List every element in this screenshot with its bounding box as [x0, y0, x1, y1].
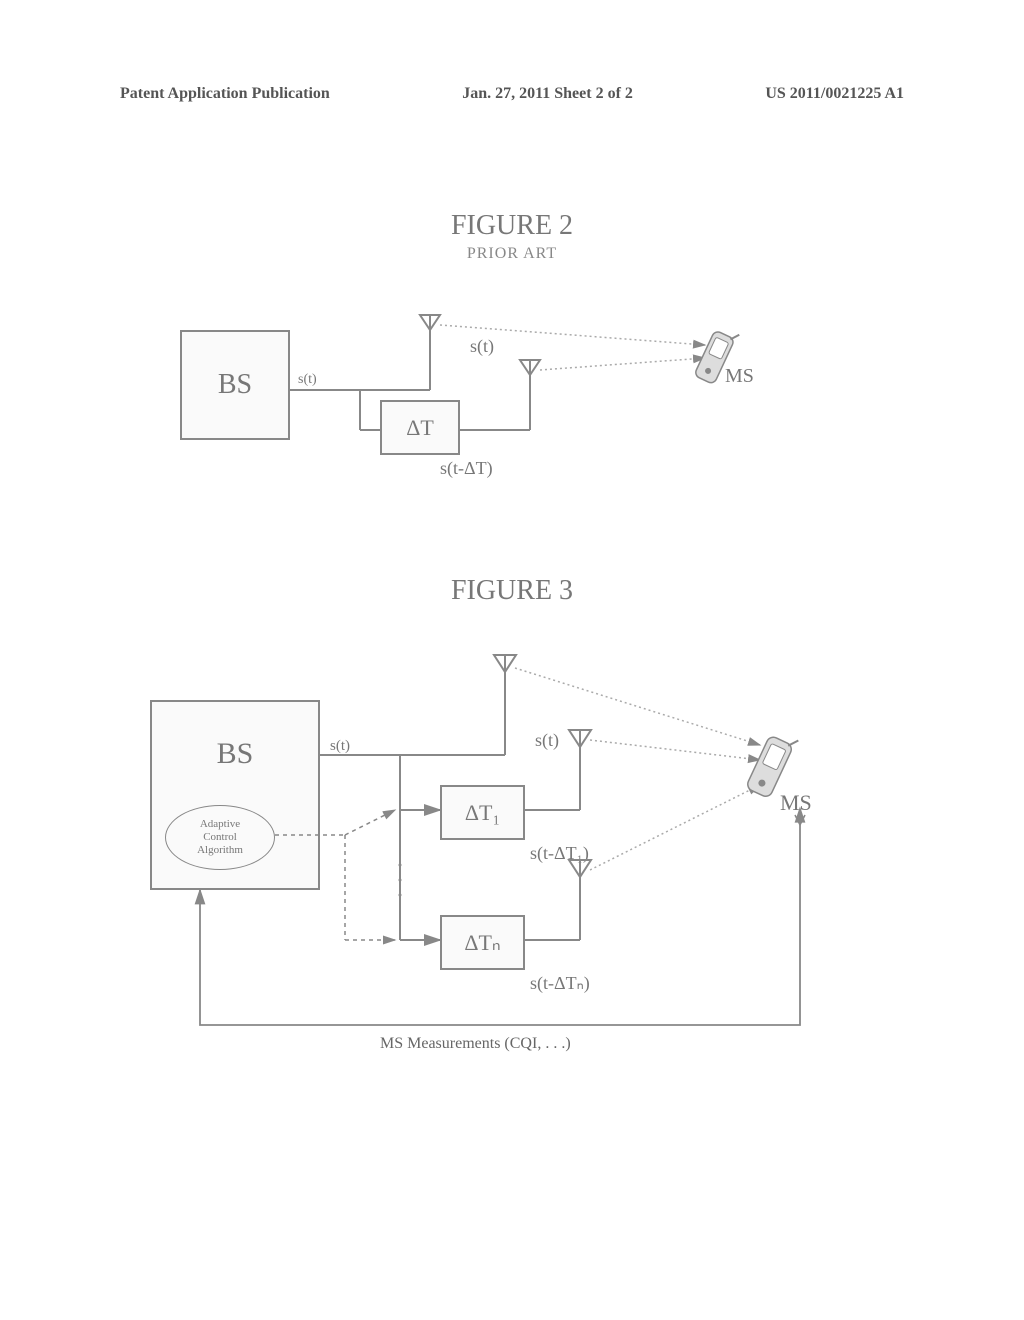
bs-label-f3: BS [217, 737, 254, 771]
signal-inline-label: s(t) [298, 372, 317, 388]
figure3-title: FIGURE 3 [0, 575, 1024, 607]
patent-header: Patent Application Publication Jan. 27, … [0, 85, 1024, 103]
header-right: US 2011/0021225 A1 [765, 85, 904, 103]
delay-box: ΔT [380, 400, 460, 455]
signal-bottom-label: s(t-ΔT) [440, 458, 493, 479]
signal-top-label: s(t) [470, 336, 494, 357]
ms-label-f3: MS [780, 790, 812, 816]
figure3-diagram: BS Adaptive Control Algorithm s(t) s(t) … [0, 640, 1024, 1080]
delay1-label: ΔT₁ [465, 800, 500, 826]
bs-box: BS [180, 330, 290, 440]
signal-bot-f3: s(t-ΔTₙ) [530, 973, 590, 994]
figure2-svg [0, 290, 1024, 520]
figure2-subtitle: PRIOR ART [0, 245, 1024, 263]
signal-inline-f3: s(t) [330, 738, 350, 755]
delayn-box: ΔTₙ [440, 915, 525, 970]
signal-mid-f3: s(t-ΔT₁) [530, 843, 589, 864]
algo-label: Adaptive Control Algorithm [197, 818, 243, 858]
figure2-title: FIGURE 2 [0, 210, 1024, 242]
signal-top-f3: s(t) [535, 730, 559, 751]
figure2-diagram: BS s(t) ΔT s(t) s(t-ΔT) MS [0, 290, 1024, 520]
delay-label: ΔT [406, 415, 434, 441]
header-center: Jan. 27, 2011 Sheet 2 of 2 [462, 85, 633, 103]
delayn-label: ΔTₙ [464, 930, 500, 956]
algo-ellipse: Adaptive Control Algorithm [165, 805, 275, 870]
bs-label: BS [218, 369, 252, 401]
header-left: Patent Application Publication [120, 85, 330, 103]
delay1-box: ΔT₁ [440, 785, 525, 840]
feedback-label: MS Measurements (CQI, . . .) [380, 1035, 571, 1053]
ms-label: MS [725, 365, 754, 388]
